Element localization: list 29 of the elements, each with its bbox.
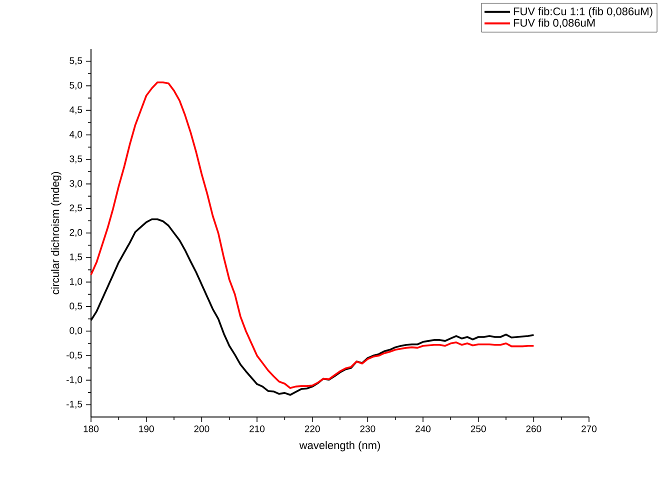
- y-tick-label: 2,0: [70, 229, 82, 237]
- y-tick-label: 0,0: [70, 327, 82, 336]
- y-tick-label: 3,5: [70, 155, 82, 164]
- legend-label: FUV fib 0,086uM: [514, 18, 595, 28]
- y-tick-label: 1,5: [70, 254, 82, 262]
- y-tick-label: 0,5: [70, 302, 82, 311]
- y-tick-label: 4,5: [70, 106, 82, 114]
- x-tick-label: 240: [416, 425, 431, 432]
- y-tick-label: -1,5: [66, 400, 82, 409]
- y-tick-label: 3,0: [70, 180, 82, 188]
- x-tick-label: 220: [304, 425, 320, 432]
- y-tick-label: 4,0: [70, 130, 82, 139]
- x-tick-label: 210: [250, 425, 265, 432]
- x-tick-label: 260: [526, 425, 542, 432]
- y-tick-label: -1,0: [66, 376, 82, 384]
- x-tick-label: 270: [582, 425, 597, 432]
- x-tick-label: 200: [194, 425, 210, 432]
- x-tick-label: 190: [139, 425, 154, 432]
- y-tick-label: -0,5: [66, 352, 82, 360]
- x-tick-label: 230: [360, 425, 376, 432]
- x-tick-label: 250: [470, 425, 486, 432]
- legend-label: FUV fib:Cu 1:1 (fib 0,086uM): [514, 7, 652, 18]
- y-tick-label: 2,5: [70, 204, 82, 212]
- x-tick-label: 180: [84, 425, 99, 432]
- x-axis-title: wavelength (nm): [299, 441, 380, 452]
- y-axis-title: circular dichroism (mdeg): [51, 172, 62, 294]
- y-tick-label: 5,5: [70, 57, 82, 66]
- y-tick-label: 1,0: [70, 278, 82, 286]
- y-tick-label: 5,0: [70, 82, 82, 90]
